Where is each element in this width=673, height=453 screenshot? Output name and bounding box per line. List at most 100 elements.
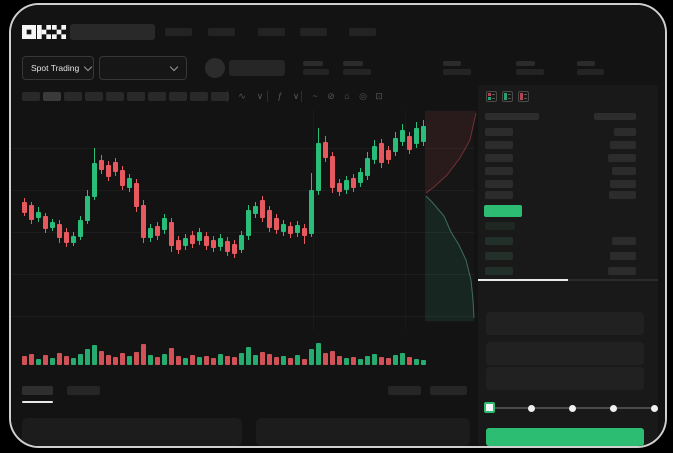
- book-view-combined-icon[interactable]: [486, 91, 497, 102]
- interval-button-5[interactable]: [127, 92, 145, 101]
- interval-button-4[interactable]: [106, 92, 124, 101]
- nav-item-4[interactable]: [349, 28, 376, 36]
- submit-buy-button[interactable]: [486, 428, 644, 446]
- stat-3-label: [516, 61, 535, 66]
- stat-0-value: [303, 69, 329, 75]
- bid-row-2-price[interactable]: [485, 252, 513, 260]
- ask-row-5-amount[interactable]: [609, 191, 636, 199]
- line-tool-icon[interactable]: ~: [312, 91, 318, 101]
- interval-button-7[interactable]: [169, 92, 187, 101]
- nav-item-1[interactable]: [208, 28, 235, 36]
- chevron-down-icon[interactable]: ∨: [292, 91, 300, 101]
- interval-button-6[interactable]: [148, 92, 166, 101]
- nav-item-2[interactable]: [258, 28, 285, 36]
- bid-row-3-amount[interactable]: [608, 267, 636, 275]
- ask-row-4-amount[interactable]: [610, 180, 636, 188]
- asks-swatch: [488, 93, 491, 96]
- candle-10-body: [92, 163, 97, 197]
- bottom-action-0[interactable]: [388, 386, 421, 395]
- slider-step-1[interactable]: [528, 405, 535, 412]
- fullscreen-icon[interactable]: ⊡: [375, 91, 383, 101]
- ask-row-0-amount[interactable]: [614, 128, 636, 136]
- slider-step-2[interactable]: [569, 405, 576, 412]
- bid-row-3-price[interactable]: [485, 267, 513, 275]
- price-input[interactable]: [486, 312, 644, 335]
- candle-36-body: [274, 218, 279, 230]
- interval-button-8[interactable]: [190, 92, 208, 101]
- volume-bar-46: [344, 358, 349, 365]
- candle-14-body: [120, 170, 125, 186]
- candle-53-body: [393, 138, 398, 152]
- ask-row-0-price[interactable]: [485, 128, 513, 136]
- interval-button-3[interactable]: [85, 92, 103, 101]
- slider-step-3[interactable]: [610, 405, 617, 412]
- market-type-selector[interactable]: Spot Trading: [22, 56, 94, 80]
- volume-bar-16: [134, 352, 139, 365]
- chevron-down-icon[interactable]: ∨: [256, 91, 264, 101]
- book-view-asks-icon[interactable]: [518, 91, 529, 102]
- interval-button-9[interactable]: [211, 92, 229, 101]
- ask-row-3-amount[interactable]: [612, 167, 636, 175]
- candle-42-body: [316, 143, 321, 191]
- bottom-tab-0[interactable]: [22, 386, 53, 395]
- bid-row-0-price[interactable]: [485, 222, 515, 230]
- indicators-icon[interactable]: ƒ: [277, 91, 283, 101]
- ask-row-1-price[interactable]: [485, 141, 513, 149]
- nav-item-0[interactable]: [165, 28, 192, 36]
- interval-button-0[interactable]: [22, 92, 40, 101]
- stat-2-value: [443, 69, 471, 75]
- volume-bar-47: [351, 357, 356, 365]
- gridline-h-2: [12, 232, 474, 233]
- candle-12-body: [106, 165, 111, 177]
- settings-icon[interactable]: ◎: [359, 91, 367, 101]
- volume-bar-14: [120, 353, 125, 365]
- chart-type-icon[interactable]: ∿: [238, 91, 246, 101]
- total-input[interactable]: [486, 367, 644, 390]
- slider-handle[interactable]: [484, 402, 495, 413]
- volume-bar-44: [330, 351, 335, 365]
- bottom-action-1[interactable]: [430, 386, 467, 395]
- ask-row-4-price[interactable]: [485, 180, 513, 188]
- bids-swatch: [488, 97, 491, 100]
- amount-input[interactable]: [486, 342, 644, 365]
- bid-row-1-amount[interactable]: [612, 237, 636, 245]
- candle-33-body: [253, 206, 258, 214]
- pair-selector[interactable]: [99, 56, 187, 80]
- ask-row-5-price[interactable]: [485, 191, 513, 199]
- okx-logo[interactable]: [22, 25, 66, 39]
- app-window: Spot Trading ∿ ∨ ƒ ∨ ~ ⊘ ⌂ ◎ ⊡: [11, 5, 665, 446]
- active-tab-indicator: [478, 279, 568, 281]
- bid-row-2-amount[interactable]: [610, 252, 636, 260]
- candle-57-body: [421, 126, 426, 142]
- volume-bar-43: [323, 353, 328, 365]
- candle-22-body: [176, 240, 181, 250]
- ask-row-2-price[interactable]: [485, 154, 513, 162]
- nav-item-3[interactable]: [300, 28, 327, 36]
- camera-icon[interactable]: ⌂: [344, 91, 350, 101]
- candle-15-body: [127, 178, 132, 188]
- ask-row-2-amount[interactable]: [608, 154, 636, 162]
- ask-row-3-price[interactable]: [485, 167, 513, 175]
- candle-40-body: [302, 228, 307, 236]
- last-price-bar[interactable]: [484, 205, 522, 217]
- orderbook-price-header: [485, 113, 539, 120]
- brush-tool-icon[interactable]: ⊘: [327, 91, 335, 101]
- interval-button-1[interactable]: [43, 92, 61, 101]
- bottom-tab-1[interactable]: [67, 386, 100, 395]
- candle-21-body: [169, 222, 174, 246]
- interval-button-2[interactable]: [64, 92, 82, 101]
- amount-slider[interactable]: [478, 398, 665, 418]
- navbar-search-placeholder[interactable]: [70, 24, 155, 40]
- volume-bar-8: [78, 354, 83, 365]
- book-view-bids-icon[interactable]: [502, 91, 513, 102]
- volume-bar-28: [218, 354, 223, 365]
- slider-step-4[interactable]: [651, 405, 658, 412]
- bid-row-1-price[interactable]: [485, 237, 513, 245]
- volume-bar-40: [302, 359, 307, 365]
- volume-bar-3: [43, 355, 48, 365]
- stat-2-label: [443, 61, 461, 66]
- candle-50-body: [372, 146, 377, 160]
- toolbar-divider-0: [227, 91, 228, 102]
- volume-bar-34: [260, 352, 265, 365]
- ask-row-1-amount[interactable]: [610, 141, 636, 149]
